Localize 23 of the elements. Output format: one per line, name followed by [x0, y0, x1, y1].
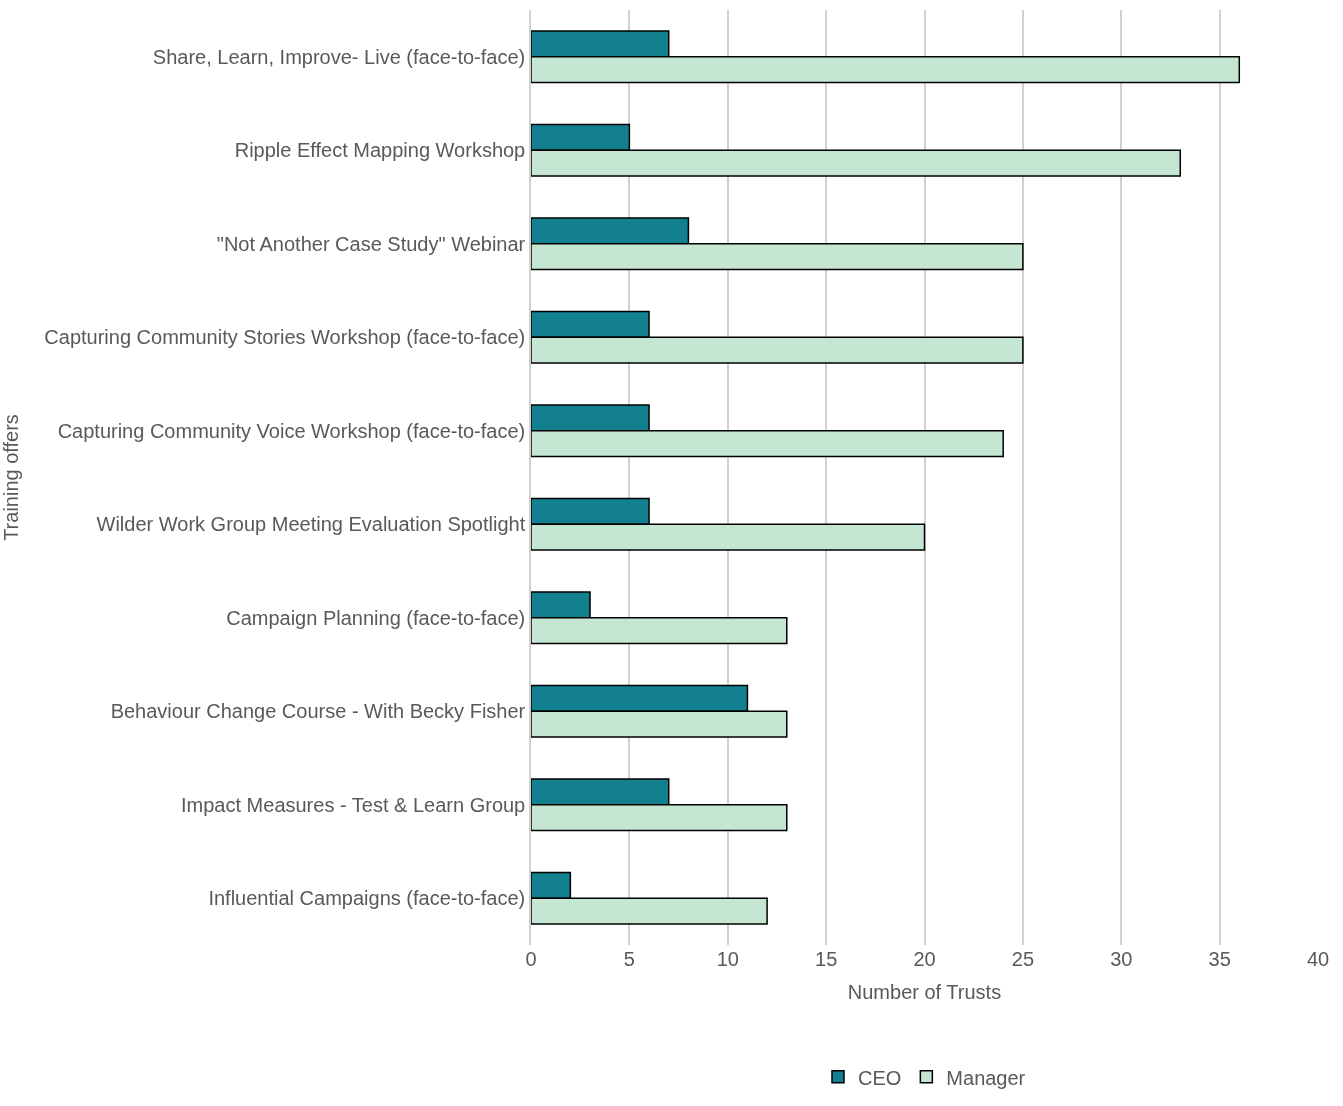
x-tick-label: 5 [623, 948, 635, 970]
y-tick-label: Share, Learn, Improve- Live (face-to-face) [152, 45, 526, 68]
x-tick-label: 35 [1208, 948, 1231, 970]
y-tick-label: Impact Measures - Test & Learn Group [181, 793, 526, 816]
y-tick-label: Behaviour Change Course - With Becky Fisher [110, 700, 526, 723]
y-tick-label: Campaign Planning (face-to-face) [226, 606, 526, 629]
x-tick-label: 15 [815, 948, 838, 970]
y-axis-title: Training offers [0, 414, 23, 541]
y-tick-label: "Not Another Case Study" Webinar [216, 232, 526, 255]
y-tick-label: Capturing Community Voice Workshop (face-to-face) [57, 419, 526, 442]
legend-label: Manager [946, 1066, 1026, 1089]
x-tick-label: 10 [716, 948, 739, 970]
legend-label: CEO [858, 1066, 902, 1089]
x-tick-label: 0 [525, 948, 537, 970]
x-tick-label: 20 [913, 948, 936, 970]
x-tick-label: 40 [1306, 948, 1330, 970]
y-tick-label: Capturing Community Stories Workshop (face-to-face) [44, 326, 526, 349]
x-axis-title: Number of Trusts [847, 980, 1002, 1003]
y-tick-label: Wilder Work Group Meeting Evaluation Spotlight [96, 513, 526, 536]
y-tick-label: Influential Campaigns (face-to-face) [208, 887, 526, 910]
x-tick-label: 30 [1110, 948, 1133, 970]
y-tick-label: Ripple Effect Mapping Workshop [234, 139, 526, 162]
x-tick-label: 25 [1011, 948, 1035, 970]
